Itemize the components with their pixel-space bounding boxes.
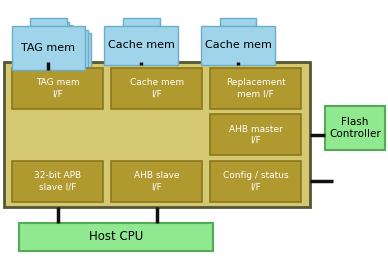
Bar bbox=[12, 26, 85, 70]
Bar bbox=[12, 68, 103, 109]
Bar bbox=[14, 30, 88, 74]
Text: AHB slave
I/F: AHB slave I/F bbox=[134, 171, 180, 191]
Bar bbox=[201, 26, 275, 65]
Bar bbox=[30, 18, 67, 26]
Bar bbox=[33, 22, 69, 30]
Text: AHB master
I/F: AHB master I/F bbox=[229, 125, 282, 145]
Bar bbox=[211, 161, 301, 202]
Text: Cache mem: Cache mem bbox=[204, 40, 271, 50]
Text: Cache mem: Cache mem bbox=[108, 40, 175, 50]
Bar bbox=[35, 25, 72, 33]
Bar bbox=[211, 68, 301, 109]
Bar bbox=[104, 26, 178, 65]
Bar bbox=[12, 161, 103, 202]
Text: Host CPU: Host CPU bbox=[89, 231, 143, 243]
Text: Cache mem
I/F: Cache mem I/F bbox=[130, 78, 184, 98]
Text: Flash
Controller: Flash Controller bbox=[329, 117, 381, 139]
Bar bbox=[325, 106, 385, 150]
Text: Replacement
mem I/F: Replacement mem I/F bbox=[226, 78, 286, 98]
Text: TAG mem: TAG mem bbox=[21, 43, 75, 53]
Bar bbox=[211, 114, 301, 155]
Text: 32-bit APB
slave I/F: 32-bit APB slave I/F bbox=[34, 171, 81, 191]
Bar bbox=[111, 68, 202, 109]
Bar bbox=[19, 223, 213, 251]
Bar bbox=[17, 33, 90, 77]
Bar bbox=[4, 62, 310, 207]
Bar bbox=[220, 18, 256, 26]
Text: TAG mem
I/F: TAG mem I/F bbox=[36, 78, 80, 98]
Bar bbox=[111, 161, 202, 202]
Bar bbox=[123, 18, 159, 26]
Text: Config / status
I/F: Config / status I/F bbox=[223, 171, 289, 191]
